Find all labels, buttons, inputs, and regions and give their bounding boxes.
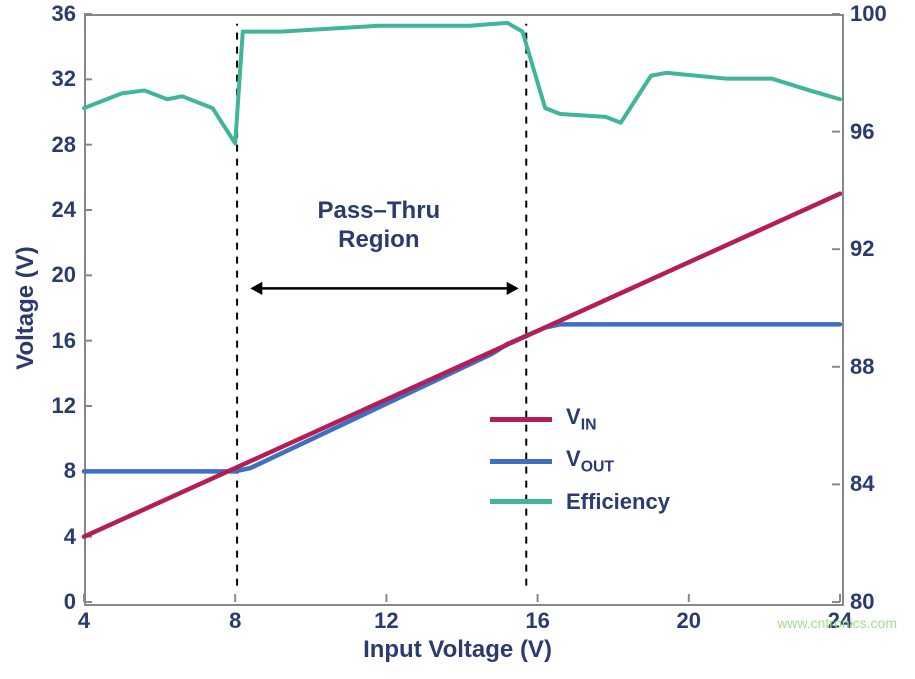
tick-label: 100 (850, 1, 887, 27)
x-axis-label: Input Voltage (V) (363, 636, 552, 664)
legend-swatch (490, 417, 552, 422)
tick-label: 28 (52, 132, 76, 158)
tick-label: 16 (52, 328, 76, 354)
tick-label: 24 (52, 197, 76, 223)
tick-label: 12 (52, 393, 76, 419)
y-axis-left-label: Voltage (V) (12, 246, 40, 370)
tick-label: 0 (64, 589, 76, 615)
watermark: www.cntronics.com (777, 615, 897, 631)
tick-label: 8 (64, 458, 76, 484)
legend-label: VIN (566, 404, 597, 434)
tick-label: 16 (525, 608, 549, 634)
legend-label: Efficiency (566, 489, 670, 515)
legend-swatch (490, 499, 552, 504)
legend-item: VIN (490, 404, 670, 434)
tick-label: 20 (677, 608, 701, 634)
voltage-efficiency-chart: 4812162024048121620242832368084889296100… (0, 0, 915, 679)
tick-label: 96 (850, 119, 874, 145)
legend-item: Efficiency (490, 489, 670, 515)
tick-label: 92 (850, 236, 874, 262)
legend-swatch (490, 459, 552, 464)
legend: VIN VOUT Efficiency (490, 404, 670, 527)
tick-label: 12 (374, 608, 398, 634)
tick-label: 88 (850, 354, 874, 380)
legend-item: VOUT (490, 446, 670, 476)
tick-label: 8 (229, 608, 241, 634)
tick-label: 36 (52, 1, 76, 27)
chart-svg (0, 0, 915, 679)
tick-label: 80 (850, 589, 874, 615)
tick-label: 4 (64, 524, 76, 550)
legend-label: VOUT (566, 446, 614, 476)
tick-label: 32 (52, 66, 76, 92)
pass-thru-annotation: Pass–ThruRegion (317, 198, 440, 256)
tick-label: 20 (52, 262, 76, 288)
tick-label: 84 (850, 471, 874, 497)
tick-label: 4 (78, 608, 90, 634)
